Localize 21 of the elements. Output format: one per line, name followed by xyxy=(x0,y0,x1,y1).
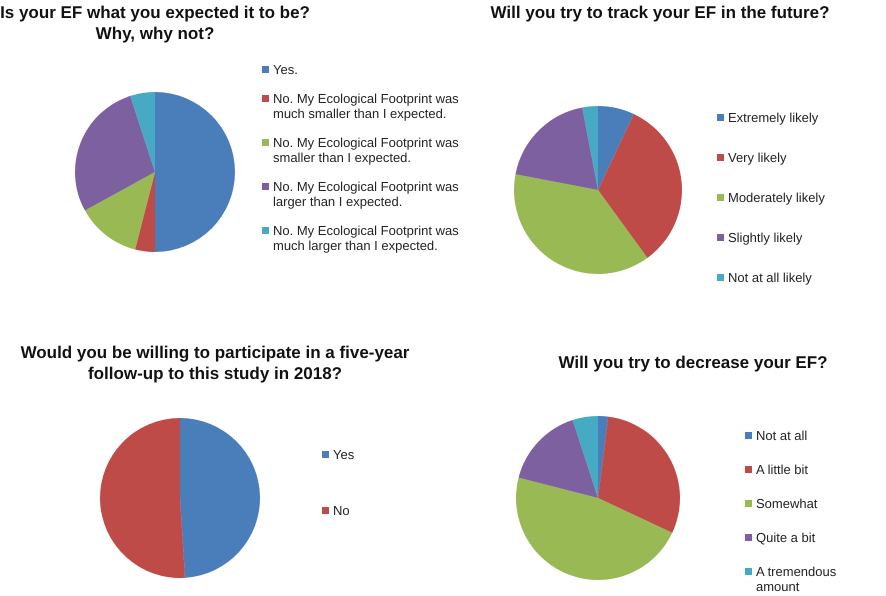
legend-label: A little bit xyxy=(756,462,808,477)
legend-label: A tremendous amount xyxy=(756,564,836,594)
legend-label: Yes xyxy=(333,447,354,462)
legend-label: Slightly likely xyxy=(728,230,802,245)
chart-title: Will you try to decrease your EF? xyxy=(557,352,829,373)
legend-label: No. My Ecological Footprint was much larger than I expected. xyxy=(273,223,459,253)
legend-label: No xyxy=(333,503,350,518)
legend-label: No. My Ecological Footprint was larger than I expected. xyxy=(273,179,459,209)
legend-label: Extremely likely xyxy=(728,110,818,125)
legend-label: Not at all xyxy=(756,428,808,443)
chart-title: Would you be willing to participate in a five-year follow-up to this study in 2018? xyxy=(20,342,410,384)
legend-label: Not at all likely xyxy=(728,270,812,285)
legend-label: No. My Ecological Footprint was smaller than I expected. xyxy=(273,135,459,165)
legend-label: Yes. xyxy=(273,62,298,77)
legend-label: Somewhat xyxy=(756,496,818,511)
legend-label: Moderately likely xyxy=(728,190,825,205)
chart-title: Will you try to track your EF in the future? xyxy=(490,2,830,23)
chart-title: Is your EF what you expected it to be? Why, why not? xyxy=(0,2,310,44)
legend-label: Very likely xyxy=(728,150,787,165)
legend-label: No. My Ecological Footprint was much smaller than I expected. xyxy=(273,91,459,121)
legend-label: Quite a bit xyxy=(756,530,816,545)
